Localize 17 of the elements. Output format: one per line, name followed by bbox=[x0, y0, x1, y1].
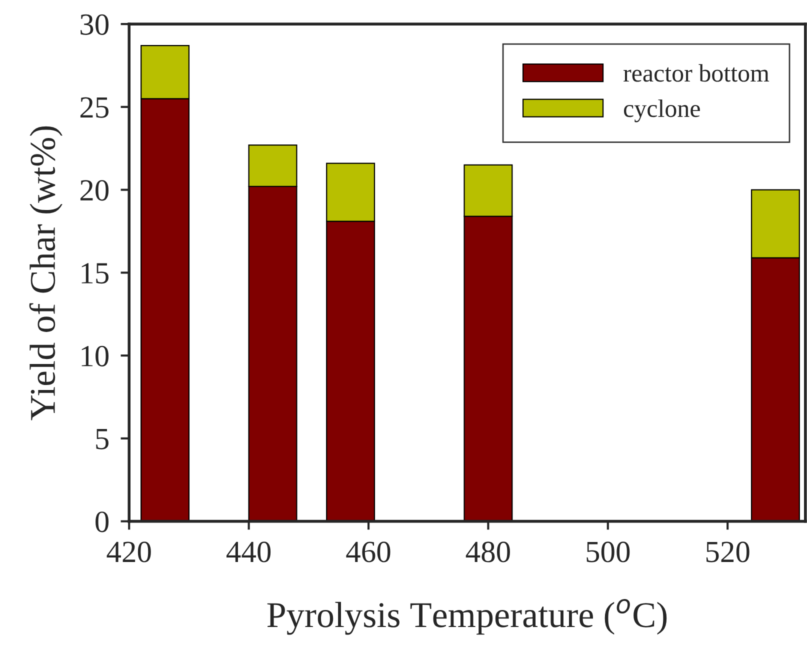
x-tick-label: 460 bbox=[346, 542, 390, 562]
y-tick-label: 25 bbox=[80, 97, 108, 118]
x-tick-label: 420 bbox=[106, 542, 151, 562]
y-tick-label: 5 bbox=[96, 429, 108, 450]
x-axis-title: Pyrolysis Temperature ($^{o}$C) bbox=[267, 599, 667, 635]
x-tick-label: 520 bbox=[706, 542, 750, 562]
x-tick-label: 500 bbox=[586, 542, 630, 562]
y-tick-label: 10 bbox=[82, 346, 109, 366]
y-tick-label: 15 bbox=[82, 263, 108, 284]
x-tick-label: 440 bbox=[226, 542, 271, 562]
y-tick-label: 20 bbox=[80, 180, 109, 201]
y-tick-label: 30 bbox=[80, 14, 109, 35]
legend-label: reactor bottom bbox=[624, 64, 770, 82]
y-tick-label: 0 bbox=[96, 512, 109, 532]
y-axis-title: Yield of Char (wt%) bbox=[29, 126, 62, 420]
x-tick-label: 480 bbox=[466, 542, 510, 562]
legend-label: cyclone bbox=[624, 99, 700, 122]
